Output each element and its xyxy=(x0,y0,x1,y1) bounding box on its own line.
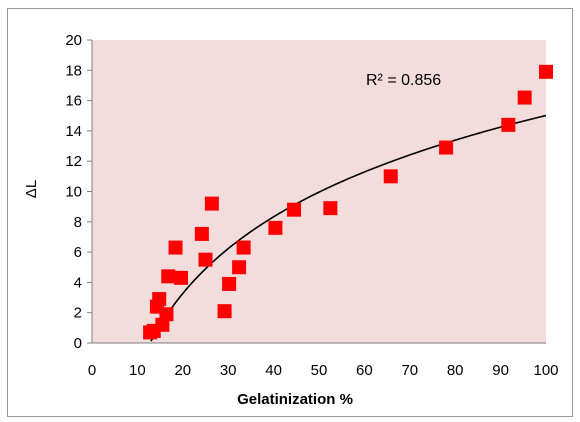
data-point xyxy=(287,202,302,217)
data-point xyxy=(161,269,176,284)
trendline xyxy=(150,114,547,342)
data-point xyxy=(173,270,188,285)
data-point xyxy=(439,140,454,155)
x-tick-label: 80 xyxy=(447,362,464,379)
y-axis-title: ΔL xyxy=(23,180,40,198)
data-point xyxy=(198,252,213,267)
data-point xyxy=(517,90,532,105)
y-tick-label: 20 xyxy=(65,32,82,49)
data-point xyxy=(236,240,251,255)
x-tick-label: 50 xyxy=(311,362,328,379)
x-tick-label: 90 xyxy=(492,362,509,379)
data-point xyxy=(155,317,170,332)
y-tick-label: 18 xyxy=(65,62,82,79)
y-axis-ticks: 0 2 4 6 8 10 12 14 16 18 20 xyxy=(65,32,92,352)
x-tick-label: 100 xyxy=(533,362,558,379)
y-tick-label: 4 xyxy=(74,274,82,291)
scatter-chart: 0 2 4 6 8 10 12 14 16 18 20 0 10 20 30 40 50 60 70 80 90 100… xyxy=(23,32,559,408)
x-tick-label: 70 xyxy=(401,362,418,379)
data-point xyxy=(204,196,219,211)
x-axis-ticks: 0 10 20 30 40 50 60 70 80 90 100 xyxy=(88,362,559,379)
x-tick-label: 40 xyxy=(265,362,282,379)
y-tick-label: 8 xyxy=(74,214,82,231)
data-point xyxy=(539,64,553,79)
data-point xyxy=(501,117,516,132)
data-point xyxy=(168,240,183,255)
data-point xyxy=(268,220,283,235)
data-point xyxy=(232,260,247,275)
y-tick-label: 14 xyxy=(65,123,82,140)
x-tick-label: 0 xyxy=(88,362,96,379)
x-axis-title: Gelatinization % xyxy=(237,391,353,408)
x-tick-label: 30 xyxy=(220,362,237,379)
x-tick-label: 20 xyxy=(174,362,191,379)
r-squared-annotation: R² = 0.856 xyxy=(366,72,441,89)
y-tick-label: 16 xyxy=(65,93,82,110)
data-point xyxy=(383,169,398,184)
data-point xyxy=(194,226,209,241)
data-point xyxy=(152,292,167,307)
x-tick-label: 10 xyxy=(129,362,146,379)
y-tick-label: 2 xyxy=(74,305,82,322)
y-tick-label: 10 xyxy=(65,184,82,201)
x-tick-label: 60 xyxy=(356,362,373,379)
data-points xyxy=(143,64,553,340)
y-tick-label: 12 xyxy=(65,153,82,170)
y-tick-label: 6 xyxy=(74,244,82,261)
data-point xyxy=(217,304,232,319)
data-point xyxy=(323,201,338,216)
data-point xyxy=(222,276,237,291)
chart-frame: 0 2 4 6 8 10 12 14 16 18 20 0 10 20 30 40 50 60 70 80 90 100… xyxy=(7,8,573,417)
y-tick-label: 0 xyxy=(74,335,82,352)
